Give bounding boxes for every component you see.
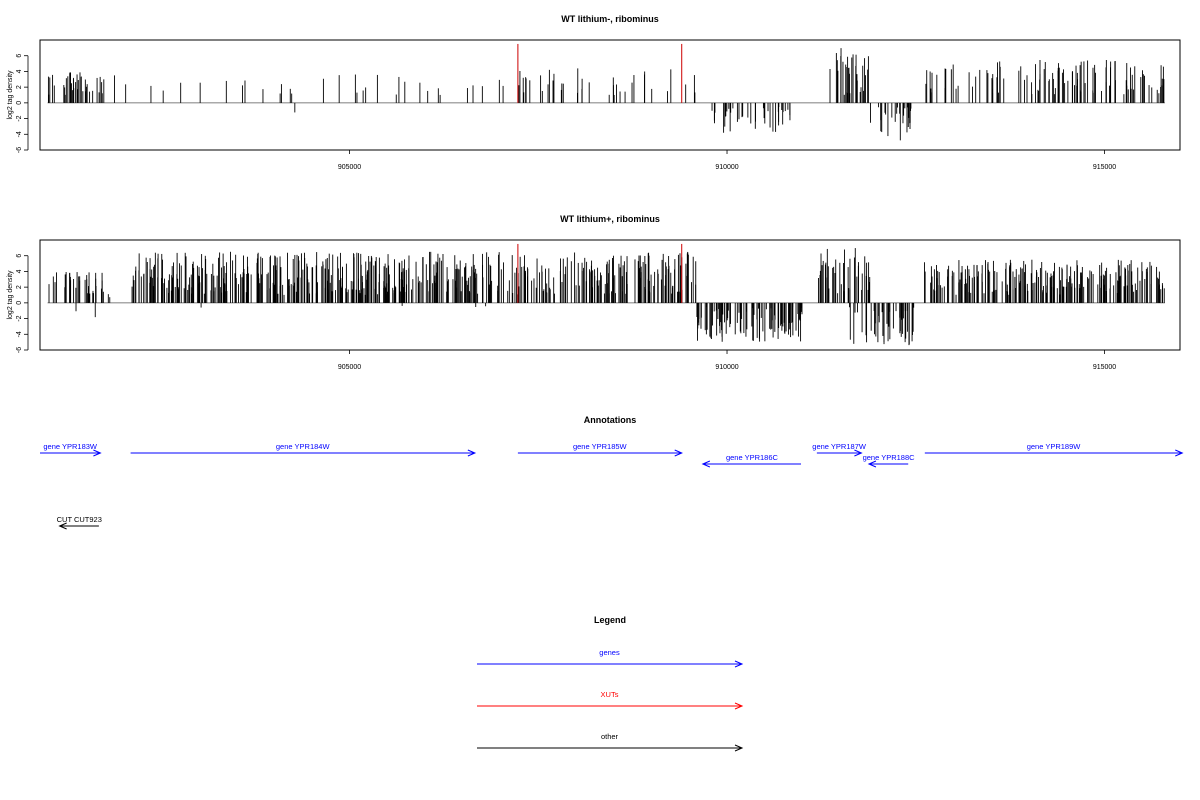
x-tick-label: 915000 xyxy=(1093,364,1116,371)
legend-arrow-head xyxy=(734,660,744,668)
panel-title: WT lithium+, ribominus xyxy=(560,214,660,224)
y-tick-label: -2 xyxy=(16,115,23,121)
feature-arrow-head xyxy=(58,522,67,530)
legend-item-other: other xyxy=(477,732,744,752)
y-tick-label: 2 xyxy=(16,285,23,289)
feature-label: gene YPR183W xyxy=(43,442,98,451)
legend-label: other xyxy=(601,732,619,741)
legend-label: XUTs xyxy=(601,690,619,699)
feature-gene-ypr186c: gene YPR186C xyxy=(701,453,802,468)
feature-gene-ypr188c: gene YPR188C xyxy=(863,453,916,468)
y-tick-label: -4 xyxy=(16,131,23,137)
bars-layer xyxy=(47,243,1165,346)
legend-title: Legend xyxy=(594,615,626,625)
y-tick-label: -2 xyxy=(16,315,23,321)
feature-label: gene YPR185W xyxy=(573,442,628,451)
y-tick-label: 4 xyxy=(16,69,23,73)
feature-label: gene YPR184W xyxy=(276,442,331,451)
y-tick-label: 6 xyxy=(16,254,23,258)
feature-arrow-head xyxy=(674,449,683,457)
y-axis-label: log2 tag density xyxy=(7,270,14,320)
feature-label: gene YPR189W xyxy=(1027,442,1082,451)
x-tick-label: 905000 xyxy=(338,164,361,171)
feature-cut-cut923: CUT CUT923 xyxy=(57,515,102,530)
legend-arrow-head xyxy=(734,702,744,710)
feature-gene-ypr189w: gene YPR189W xyxy=(924,442,1184,457)
y-tick-label: 2 xyxy=(16,85,23,89)
annotations-panel: Annotations gene YPR183W gene YPR184W gene… xyxy=(40,415,1184,530)
x-tick-label: 905000 xyxy=(338,364,361,371)
feature-gene-ypr183w: gene YPR183W xyxy=(40,442,102,457)
feature-label: gene YPR188C xyxy=(863,453,916,462)
feature-gene-ypr185w: gene YPR185W xyxy=(517,442,683,457)
legend-arrow-head xyxy=(734,744,744,752)
feature-label: gene YPR186C xyxy=(726,453,779,462)
legend-panel: Legend genes XUTs other xyxy=(477,615,744,752)
axes-layer: -6 -4 -2 0 2 4 6 905000 910000 915000 xyxy=(16,254,1116,371)
annotations-title: Annotations xyxy=(584,415,637,425)
y-tick-label: 0 xyxy=(16,301,23,305)
bars-layer xyxy=(47,43,1165,141)
plot-frame xyxy=(39,239,1181,351)
y-axis-label: log2 tag density xyxy=(7,70,14,120)
y-tick-label: 6 xyxy=(16,54,23,58)
x-tick-label: 915000 xyxy=(1093,164,1116,171)
panel-title: WT lithium-, ribominus xyxy=(561,14,659,24)
feature-arrow-head xyxy=(854,449,863,457)
feature-arrow-head xyxy=(1175,449,1184,457)
feature-arrow-head xyxy=(701,460,711,468)
x-tick-label: 910000 xyxy=(715,164,738,171)
x-tick-label: 910000 xyxy=(715,364,738,371)
feature-label: gene YPR187W xyxy=(812,442,867,451)
features-layer: gene YPR183W gene YPR184W gene YPR185W gene… xyxy=(40,442,1184,530)
feature-arrow-head xyxy=(93,449,102,457)
legend-item-genes: genes xyxy=(477,648,744,668)
y-tick-label: -6 xyxy=(16,147,23,153)
feature-arrow-head xyxy=(867,460,877,468)
plot-frame xyxy=(39,39,1181,151)
legend-items-layer: genes XUTs other xyxy=(477,648,744,752)
y-tick-label: 0 xyxy=(16,101,23,105)
feature-gene-ypr184w: gene YPR184W xyxy=(130,442,477,457)
y-tick-label: -4 xyxy=(16,331,23,337)
legend-label: genes xyxy=(599,648,620,657)
feature-arrow-head xyxy=(467,449,477,457)
y-tick-label: 4 xyxy=(16,269,23,273)
track-panel-lithium-minus: WT lithium-, ribominus log2 tag density … xyxy=(7,14,1181,171)
track-panel-lithium-plus: WT lithium+, ribominus log2 tag density … xyxy=(7,214,1181,371)
legend-item-xuts: XUTs xyxy=(477,690,744,710)
axes-layer: -6 -4 -2 0 2 4 6 905000 910000 915000 xyxy=(16,54,1116,171)
feature-gene-ypr187w: gene YPR187W xyxy=(812,442,867,457)
feature-label: CUT CUT923 xyxy=(57,515,102,524)
y-tick-label: -6 xyxy=(16,347,23,353)
